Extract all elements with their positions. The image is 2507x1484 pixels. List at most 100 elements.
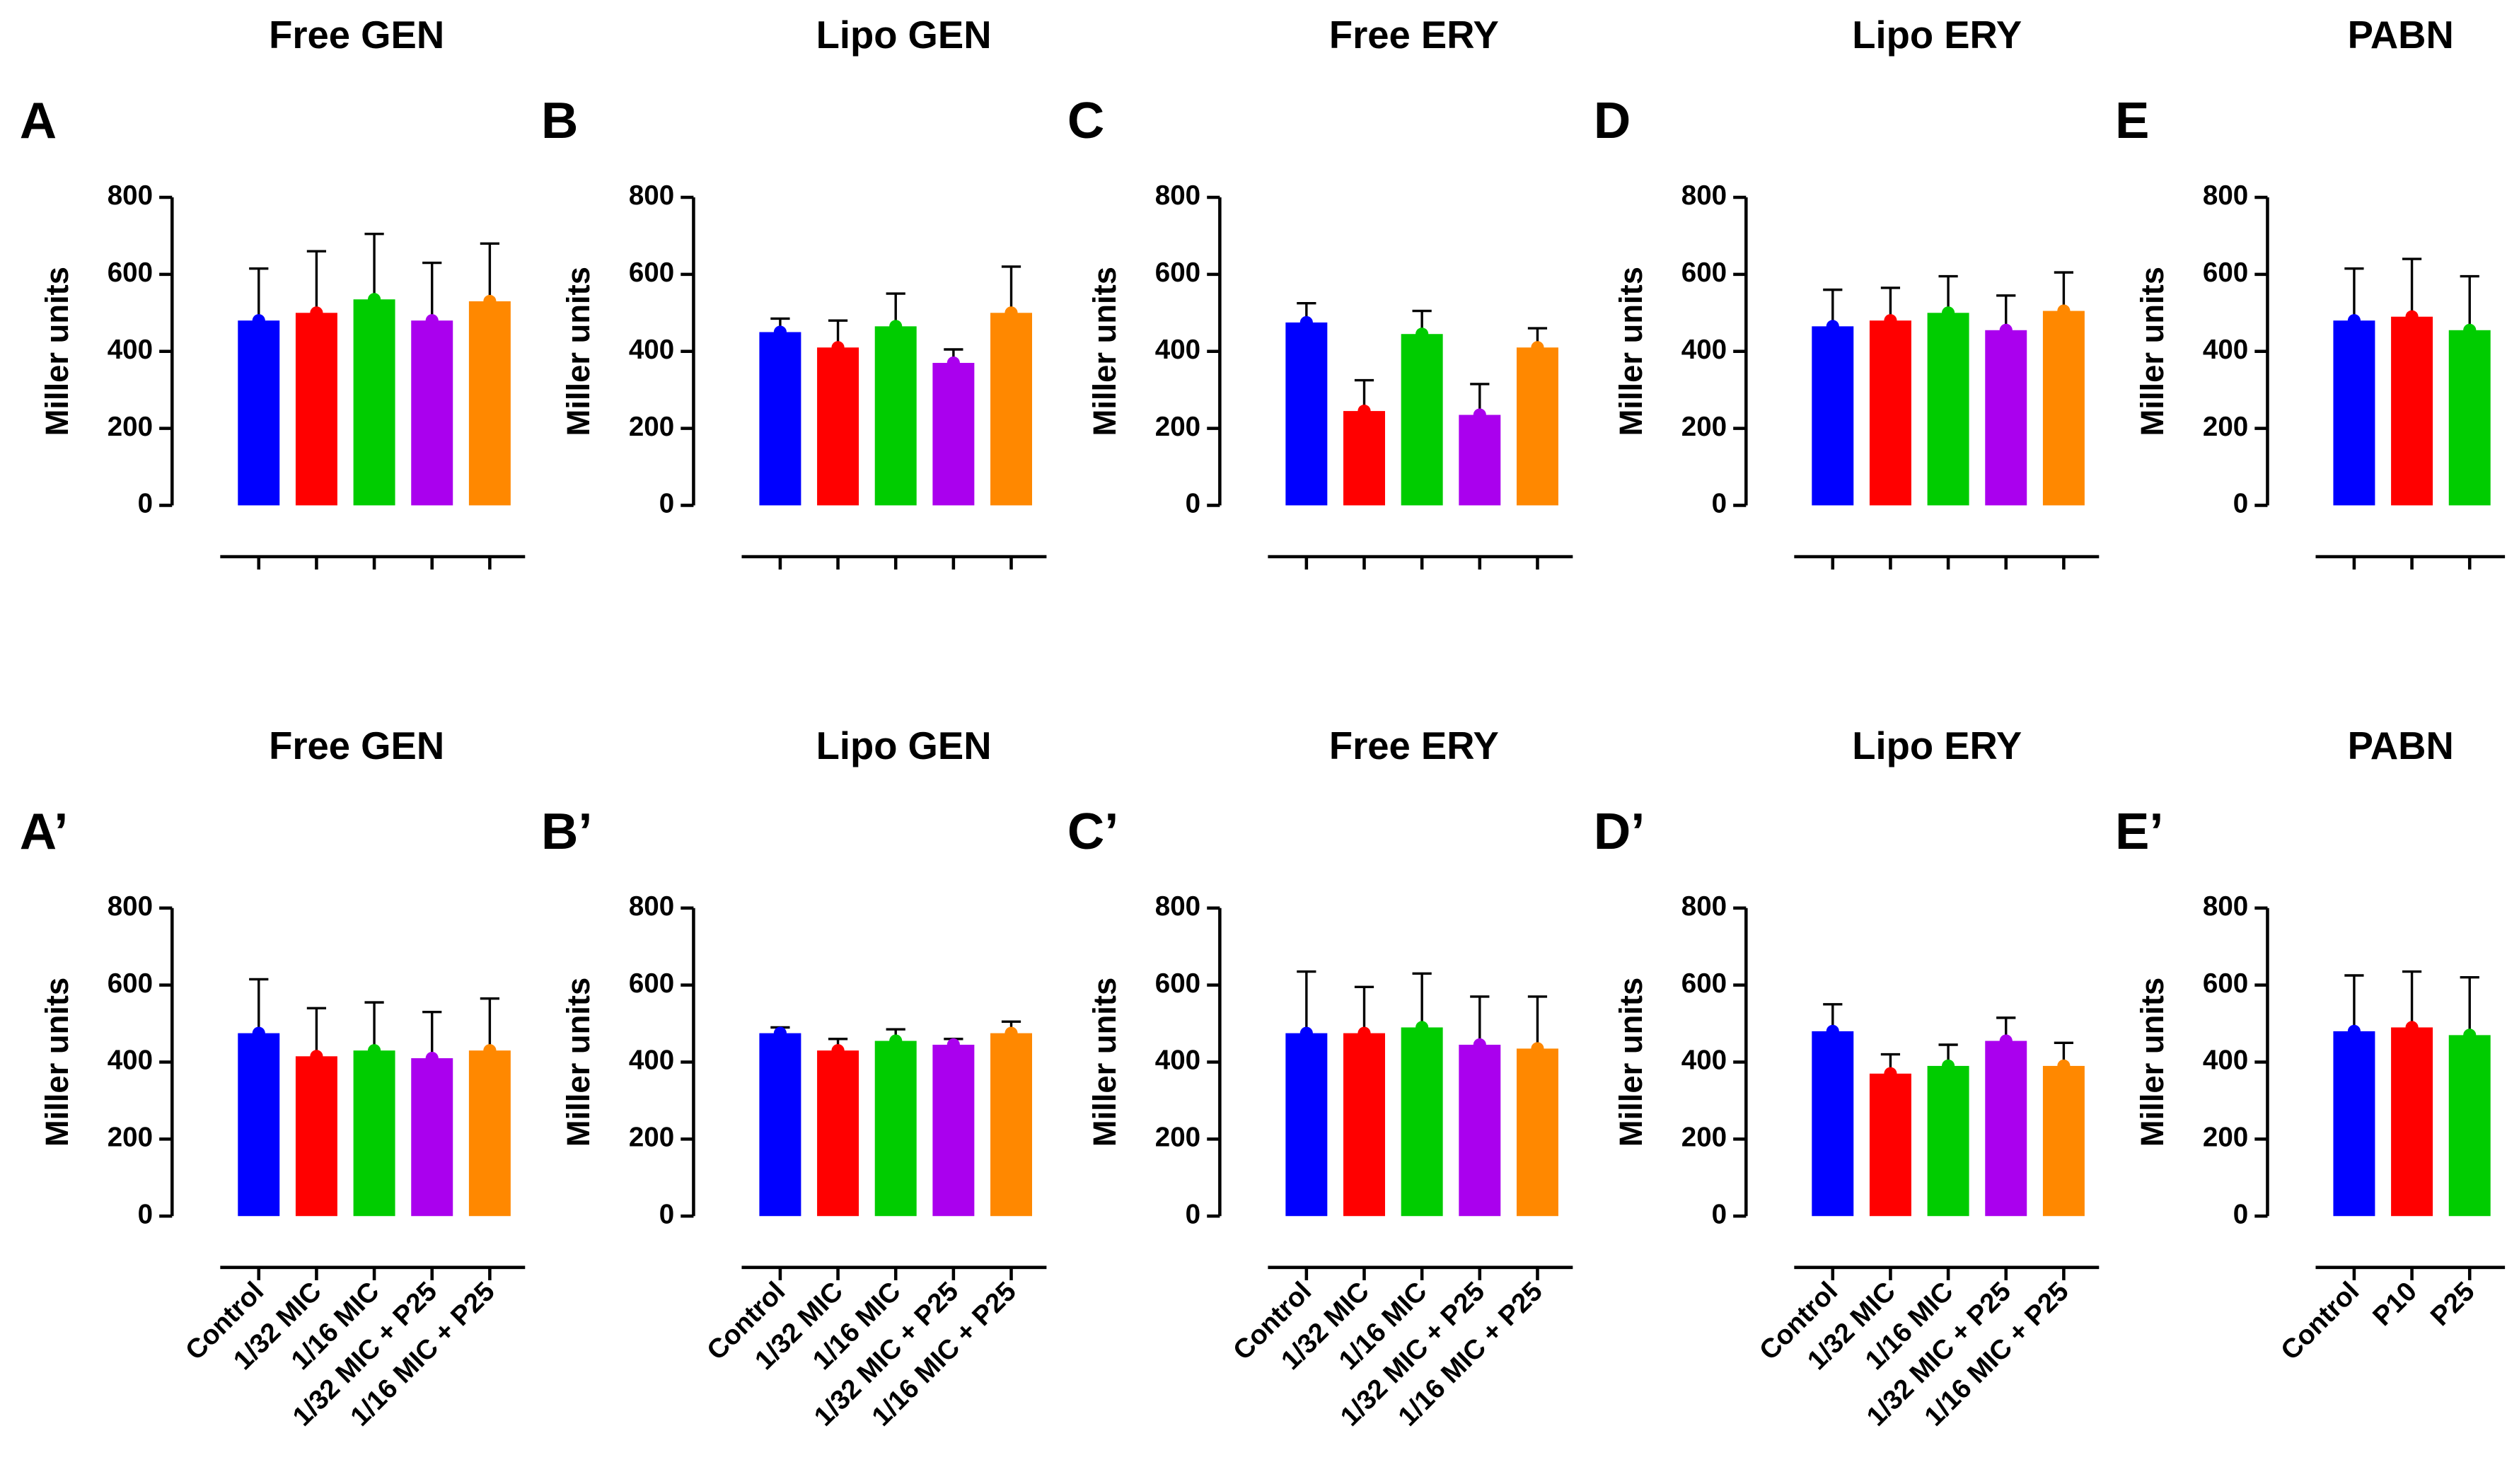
chart-title: Lipo GEN	[816, 724, 992, 767]
mean-marker	[1884, 1067, 1897, 1080]
mean-marker	[831, 341, 845, 354]
mean-marker	[1942, 306, 1955, 320]
y-axis-label: Miller units	[560, 267, 596, 436]
y-axis-label: Miller units	[39, 978, 75, 1147]
mean-marker	[2057, 304, 2071, 318]
mean-marker	[1884, 314, 1897, 327]
panel-label: D	[1594, 92, 1631, 149]
y-tick-label: 200	[2203, 412, 2248, 442]
y-tick-label: 200	[1681, 412, 1727, 442]
bar	[411, 320, 453, 506]
mean-marker	[1826, 1024, 1839, 1038]
mean-marker	[1473, 408, 1486, 422]
mean-marker	[1531, 341, 1544, 354]
y-tick-label: 600	[2203, 968, 2248, 999]
y-tick-label: 800	[1681, 891, 1727, 922]
bar	[411, 1058, 453, 1217]
mean-marker	[368, 1044, 381, 1057]
bar	[1401, 1027, 1443, 1217]
y-tick-label: 0	[1186, 1199, 1200, 1229]
y-tick-label: 200	[1155, 412, 1200, 442]
mean-marker	[2347, 314, 2361, 327]
mean-marker	[1004, 306, 1018, 320]
y-tick-label: 800	[1155, 891, 1200, 922]
mean-marker	[2463, 323, 2477, 337]
y-tick-label: 600	[2203, 257, 2248, 288]
y-tick-label: 400	[1155, 335, 1200, 365]
bar	[2391, 1027, 2433, 1217]
panel-label: E	[2115, 92, 2149, 149]
mean-marker	[1299, 315, 1313, 329]
mean-marker	[946, 356, 960, 370]
bar	[932, 363, 975, 506]
mean-marker	[773, 325, 787, 339]
y-tick-label: 400	[108, 335, 153, 365]
bar	[1869, 1073, 1911, 1217]
bar	[238, 320, 280, 506]
panel-label: E’	[2115, 803, 2164, 860]
bar	[2333, 1031, 2375, 1217]
bar	[1812, 326, 1854, 506]
panel-label: C	[1067, 92, 1104, 149]
y-axis-label: Miller units	[1613, 267, 1649, 436]
y-tick-label: 0	[2233, 489, 2248, 519]
y-tick-label: 200	[1155, 1123, 1200, 1153]
bar	[2448, 330, 2491, 506]
bar	[1285, 322, 1328, 506]
mean-marker	[310, 306, 323, 320]
y-tick-label: 600	[1155, 257, 1200, 288]
bar	[874, 326, 917, 506]
bar	[468, 1050, 511, 1217]
bar	[2448, 1035, 2491, 1217]
mean-marker	[425, 1051, 439, 1065]
chart-title: Lipo GEN	[816, 13, 992, 57]
bar	[990, 313, 1033, 506]
mean-marker	[2347, 1024, 2361, 1038]
chart-title: Free GEN	[269, 13, 444, 57]
mean-marker	[310, 1050, 323, 1063]
y-tick-label: 800	[1681, 180, 1727, 211]
bar	[759, 1033, 801, 1217]
mean-marker	[2057, 1059, 2071, 1073]
bar	[2333, 320, 2375, 506]
mean-marker	[1531, 1042, 1544, 1055]
y-tick-label: 0	[1186, 489, 1200, 519]
mean-marker	[1999, 1034, 2013, 1048]
y-tick-label: 0	[659, 1199, 674, 1229]
y-tick-label: 200	[629, 1123, 674, 1153]
chart-title: PABN	[2348, 13, 2454, 57]
bar	[1812, 1031, 1854, 1217]
y-tick-label: 600	[108, 257, 153, 288]
y-tick-label: 600	[629, 968, 674, 999]
y-tick-label: 800	[108, 180, 153, 211]
bar	[1985, 330, 2027, 506]
y-tick-label: 600	[1155, 968, 1200, 999]
y-tick-label: 200	[1681, 1123, 1727, 1153]
mean-marker	[1299, 1026, 1313, 1040]
bar	[1927, 1065, 1969, 1217]
bar	[1401, 334, 1443, 506]
y-tick-label: 800	[108, 891, 153, 922]
x-tick-label: P25	[2425, 1276, 2481, 1332]
panel-label: A’	[20, 803, 69, 860]
y-tick-label: 600	[1681, 257, 1727, 288]
bar	[468, 301, 511, 506]
y-tick-label: 800	[1155, 180, 1200, 211]
y-axis-label: Miller units	[39, 267, 75, 436]
mean-marker	[831, 1044, 845, 1057]
bar	[817, 1050, 859, 1217]
mean-marker	[1004, 1026, 1018, 1040]
y-tick-label: 600	[108, 968, 153, 999]
mean-marker	[1942, 1059, 1955, 1073]
bar	[2391, 316, 2433, 506]
y-axis-label: Miller units	[560, 978, 596, 1147]
y-tick-label: 400	[1681, 1045, 1727, 1076]
y-tick-label: 400	[108, 1045, 153, 1076]
bar	[1343, 411, 1385, 506]
y-tick-label: 0	[2233, 1199, 2248, 1229]
mean-marker	[368, 293, 381, 306]
bar	[1459, 415, 1501, 506]
mean-marker	[425, 314, 439, 327]
y-tick-label: 200	[629, 412, 674, 442]
